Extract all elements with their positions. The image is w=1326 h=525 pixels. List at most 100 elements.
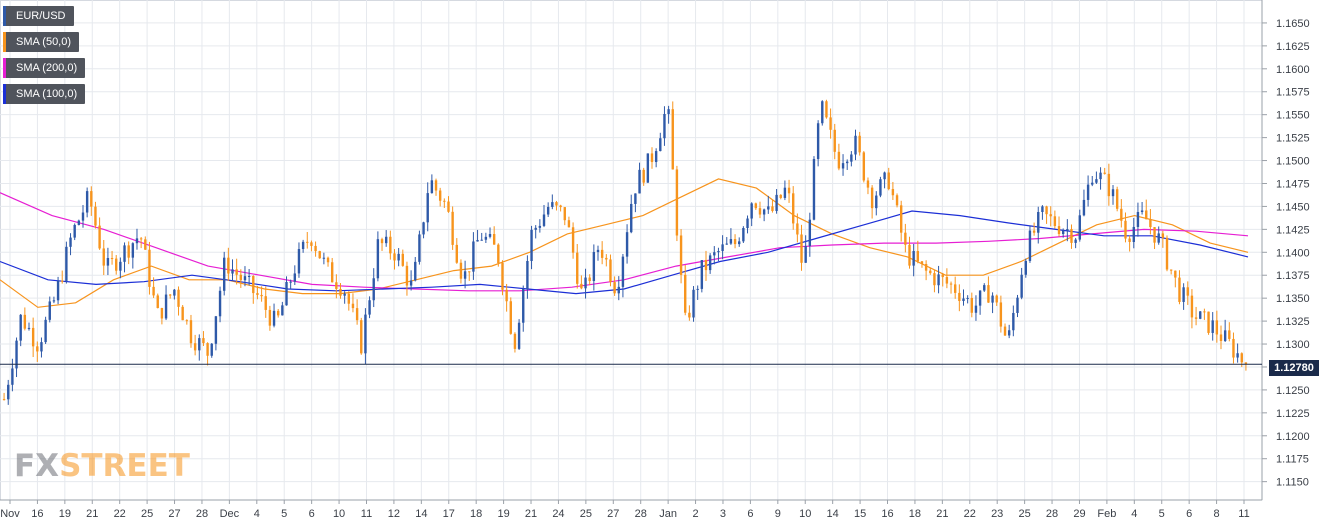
candle-body: [131, 243, 135, 258]
candle-body: [1007, 330, 1011, 336]
candle-body: [659, 138, 662, 152]
candle-body: [1020, 274, 1023, 298]
candle-body: [148, 249, 151, 287]
candle-body: [1045, 206, 1048, 215]
candle-body: [899, 205, 903, 233]
candle-body: [588, 277, 591, 282]
y-tick-label: 1.1625: [1276, 41, 1310, 53]
candle-body: [106, 257, 110, 266]
candle-body: [717, 251, 720, 253]
candle-body: [559, 205, 562, 208]
candle-body: [941, 274, 944, 278]
candle-body: [904, 232, 907, 245]
candle-body: [634, 193, 637, 204]
sma-line: [0, 178, 1249, 308]
candle-body: [1132, 226, 1135, 242]
candle-body: [592, 252, 596, 282]
candle-body: [218, 290, 222, 317]
x-tick-label: 6: [747, 508, 753, 520]
last-price-label: 1.12780: [1269, 360, 1319, 376]
candle-body: [231, 269, 234, 274]
x-tick-label: 21: [936, 508, 948, 520]
candle-body: [1186, 287, 1189, 296]
x-tick-label: 22: [114, 508, 126, 520]
candle-body: [870, 187, 874, 209]
candle-body: [1240, 353, 1243, 363]
x-tick-label: Dec: [220, 508, 240, 520]
candle-body: [1140, 210, 1144, 212]
candle-body: [293, 273, 297, 282]
legend-label: EUR/USD: [16, 10, 66, 22]
candle-body: [422, 222, 425, 235]
legend-item-sma100[interactable]: SMA (100,0): [3, 84, 86, 104]
x-tick-label: 29: [1073, 508, 1085, 520]
candle-body: [713, 252, 716, 256]
x-tick-label: 28: [635, 508, 647, 520]
candle-body: [330, 262, 334, 283]
y-tick-label: 1.1600: [1276, 64, 1310, 76]
candle-body: [825, 101, 828, 118]
candle-body: [326, 257, 330, 263]
candle-body: [571, 227, 575, 253]
candle-body: [663, 113, 666, 139]
candle-body: [1041, 206, 1044, 213]
legend-item-sma200[interactable]: SMA (200,0): [3, 58, 86, 78]
candle-body: [110, 257, 114, 259]
candle-body: [247, 276, 251, 278]
candle-body: [1182, 287, 1185, 302]
candle-body: [409, 280, 413, 286]
legend-label: SMA (100,0): [16, 88, 78, 100]
candle-body: [738, 241, 741, 245]
candle-body: [841, 163, 845, 169]
candle-body: [264, 296, 267, 310]
fxstreet-logo: FXSTREET: [14, 448, 190, 484]
logo-fx: FX: [14, 448, 60, 484]
legend-item-sma50[interactable]: SMA (50,0): [3, 32, 80, 52]
candle-body: [281, 305, 284, 316]
candle-body: [808, 219, 812, 247]
candle-body: [1024, 260, 1027, 275]
candle-body: [563, 207, 566, 221]
candle-body: [181, 306, 184, 321]
candle-body: [821, 101, 824, 124]
candle-body: [1190, 295, 1194, 318]
y-tick-label: 1.1150: [1276, 477, 1309, 489]
candle-body: [733, 239, 737, 245]
candle-body: [924, 264, 928, 271]
candle-body: [1107, 173, 1111, 197]
candle-body: [426, 193, 429, 223]
candle-body: [1099, 172, 1102, 180]
candle-body: [1178, 277, 1181, 302]
candle-body: [908, 244, 911, 266]
candle-body: [434, 180, 438, 191]
candle-body: [912, 251, 915, 266]
candle-body: [850, 154, 853, 162]
x-tick-label: 10: [799, 508, 811, 520]
candle-body: [15, 340, 18, 369]
y-tick-label: 1.1325: [1276, 316, 1310, 328]
candle-body: [937, 274, 940, 286]
candle-body: [509, 301, 512, 334]
candle-body: [1012, 312, 1015, 331]
candles: [2, 99, 1248, 405]
candle-body: [983, 285, 986, 291]
candle-body: [1120, 208, 1123, 221]
candle-body: [480, 239, 483, 241]
candle-body: [414, 261, 417, 281]
x-tick-label: 28: [1046, 508, 1058, 520]
candle-body: [1028, 230, 1032, 261]
legend-label: SMA (200,0): [16, 62, 78, 74]
candle-body: [48, 301, 51, 320]
candle-body: [787, 187, 791, 194]
candle-body: [1111, 189, 1115, 197]
candle-body: [642, 169, 645, 183]
x-tick-label: 2: [692, 508, 698, 520]
candle-body: [679, 235, 683, 275]
legend-item-eurusd[interactable]: EUR/USD: [3, 6, 74, 26]
candle-body: [555, 202, 558, 206]
candle-body: [816, 123, 820, 160]
x-tick-label: 25: [580, 508, 592, 520]
x-tick-label: 4: [254, 508, 260, 520]
candle-body: [202, 338, 205, 344]
